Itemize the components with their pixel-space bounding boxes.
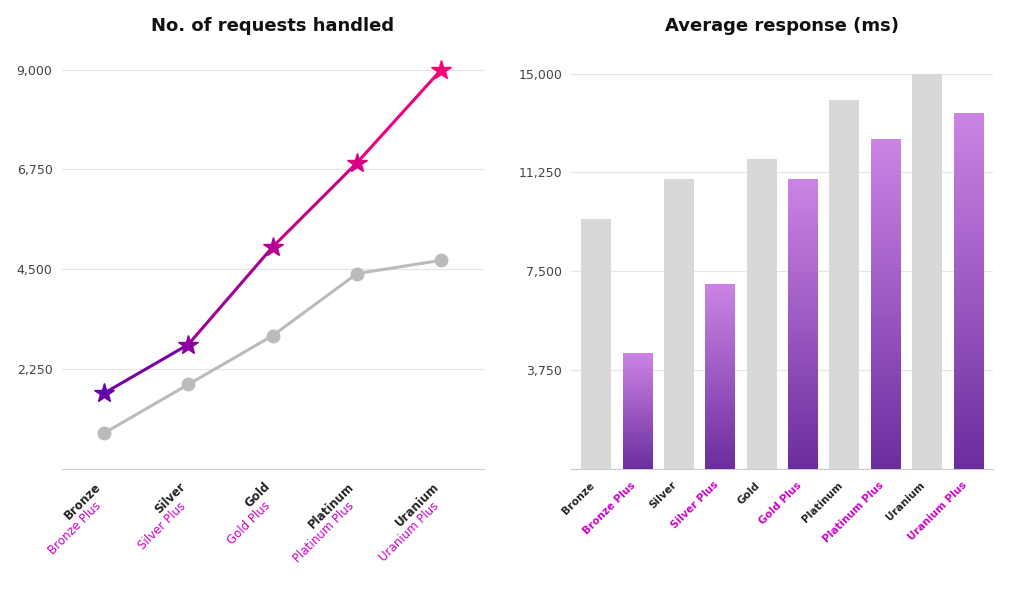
Text: Uranium: Uranium [885,480,927,522]
Text: Uranium Plus: Uranium Plus [377,499,441,564]
Text: Gold: Gold [735,480,762,506]
Text: Uranium Plus: Uranium Plus [906,480,969,542]
Text: Platinum Plus: Platinum Plus [821,480,886,545]
Text: Bronze Plus: Bronze Plus [582,480,637,536]
Text: Bronze: Bronze [62,480,104,522]
Text: Bronze Plus: Bronze Plus [46,499,104,557]
Text: Bronze: Bronze [560,480,596,516]
Text: Gold Plus: Gold Plus [756,480,803,526]
Text: Silver Plus: Silver Plus [670,480,720,531]
Text: Platinum: Platinum [800,480,844,524]
Title: Average response (ms): Average response (ms) [666,17,899,35]
Text: Uranium: Uranium [393,480,441,529]
Bar [829,100,860,469]
Text: Silver Plus: Silver Plus [135,499,188,552]
Title: No. of requests handled: No. of requests handled [152,17,394,35]
Text: Silver: Silver [647,480,679,511]
Bar [664,179,694,469]
Text: Platinum Plus: Platinum Plus [291,499,357,565]
Bar [912,74,942,469]
Text: Gold: Gold [242,480,273,510]
Bar [746,159,777,469]
Text: Gold Plus: Gold Plus [224,499,273,548]
Text: Platinum: Platinum [306,480,357,531]
Bar [581,219,611,469]
Text: Silver: Silver [153,480,188,516]
